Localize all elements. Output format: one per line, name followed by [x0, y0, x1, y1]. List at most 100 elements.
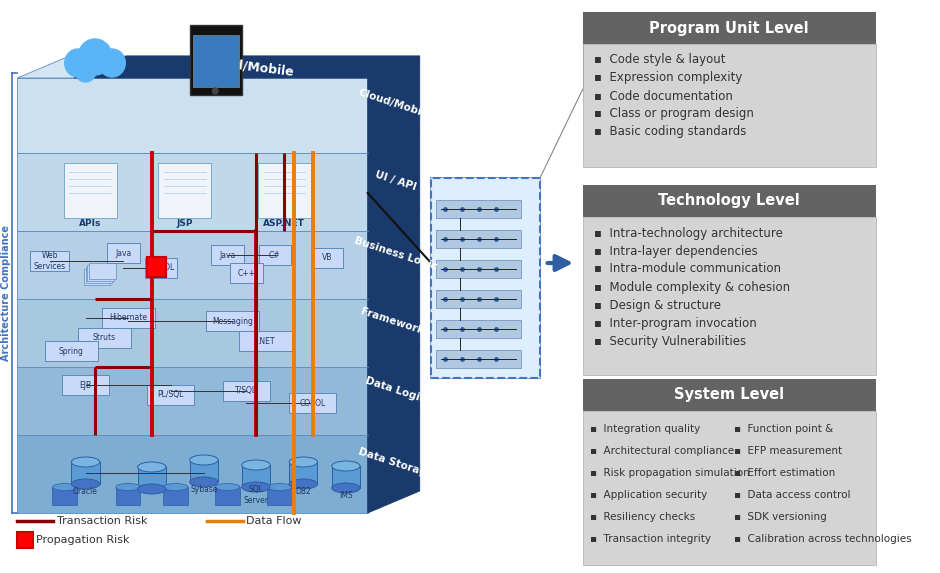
Polygon shape [18, 131, 420, 153]
FancyBboxPatch shape [239, 331, 292, 351]
FancyBboxPatch shape [258, 245, 291, 265]
Text: ▪  Application security: ▪ Application security [590, 490, 708, 500]
Text: JSP: JSP [177, 218, 194, 227]
Text: Data Flow: Data Flow [246, 516, 302, 526]
Text: ▪  Code style & layout: ▪ Code style & layout [594, 53, 726, 66]
Text: UI / API: UI / API [374, 170, 417, 193]
Polygon shape [18, 299, 368, 367]
Polygon shape [18, 56, 420, 78]
Text: Messaging: Messaging [212, 316, 253, 325]
Circle shape [99, 49, 125, 77]
FancyBboxPatch shape [290, 462, 318, 484]
Polygon shape [368, 131, 420, 231]
FancyBboxPatch shape [30, 251, 70, 271]
Text: ASP.NET: ASP.NET [263, 218, 306, 227]
Ellipse shape [267, 484, 292, 490]
FancyBboxPatch shape [102, 308, 155, 328]
Text: EJB: EJB [80, 380, 91, 390]
Ellipse shape [215, 484, 240, 490]
Polygon shape [18, 209, 420, 231]
FancyBboxPatch shape [436, 290, 521, 308]
Polygon shape [18, 78, 368, 153]
Text: ▪  Module complexity & cohesion: ▪ Module complexity & cohesion [594, 281, 790, 293]
FancyBboxPatch shape [78, 328, 131, 348]
FancyBboxPatch shape [436, 200, 521, 218]
FancyBboxPatch shape [436, 230, 521, 248]
FancyBboxPatch shape [53, 487, 77, 505]
Text: .NET: .NET [257, 336, 274, 346]
Text: ▪  Expression complexity: ▪ Expression complexity [594, 72, 743, 84]
FancyBboxPatch shape [215, 487, 240, 505]
Text: C#: C# [269, 250, 281, 260]
FancyBboxPatch shape [190, 460, 218, 482]
Text: ▪  Class or program design: ▪ Class or program design [594, 108, 754, 120]
FancyBboxPatch shape [436, 350, 521, 368]
Text: ▪  Intra-module communication: ▪ Intra-module communication [594, 262, 781, 276]
Polygon shape [368, 345, 420, 435]
Text: ▪  Inter-program invocation: ▪ Inter-program invocation [594, 316, 757, 329]
Text: COBOL: COBOL [300, 398, 326, 407]
Text: ▪  Data access control: ▪ Data access control [734, 490, 851, 500]
Ellipse shape [332, 461, 360, 471]
Polygon shape [18, 277, 420, 299]
FancyBboxPatch shape [84, 269, 110, 285]
Polygon shape [18, 413, 420, 435]
FancyBboxPatch shape [87, 265, 114, 281]
Text: VB: VB [321, 253, 332, 262]
Text: Java: Java [116, 249, 132, 257]
Circle shape [78, 39, 112, 75]
FancyBboxPatch shape [145, 258, 178, 278]
Polygon shape [74, 56, 420, 78]
FancyBboxPatch shape [164, 487, 188, 505]
Text: ▪  Transaction integrity: ▪ Transaction integrity [590, 534, 712, 544]
FancyBboxPatch shape [86, 267, 112, 283]
Polygon shape [18, 231, 368, 299]
Text: Cloud/Mobile: Cloud/Mobile [204, 55, 295, 79]
FancyBboxPatch shape [190, 25, 242, 95]
FancyBboxPatch shape [583, 379, 876, 411]
FancyBboxPatch shape [107, 243, 139, 263]
Polygon shape [368, 277, 420, 367]
Text: Architecture Compliance: Architecture Compliance [1, 225, 11, 361]
Text: ▪  SDK versioning: ▪ SDK versioning [734, 512, 827, 522]
Text: Java: Java [219, 250, 236, 260]
Text: ▪  Resiliency checks: ▪ Resiliency checks [590, 512, 696, 522]
Text: ▪  Security Vulnerabilities: ▪ Security Vulnerabilities [594, 335, 746, 347]
Text: Data Storage: Data Storage [357, 446, 434, 480]
Text: Web
Services: Web Services [34, 252, 66, 270]
Ellipse shape [53, 484, 77, 490]
FancyBboxPatch shape [583, 411, 876, 565]
Text: Business Logic: Business Logic [352, 236, 438, 272]
Text: C++: C++ [238, 269, 256, 277]
Text: ▪  Code documentation: ▪ Code documentation [594, 89, 733, 103]
Ellipse shape [71, 457, 100, 467]
Ellipse shape [137, 462, 166, 472]
FancyBboxPatch shape [223, 381, 270, 401]
Ellipse shape [116, 484, 140, 490]
FancyBboxPatch shape [62, 375, 109, 395]
Text: COBOL: COBOL [149, 264, 175, 273]
FancyBboxPatch shape [436, 320, 521, 338]
Text: APIs: APIs [79, 218, 102, 227]
FancyBboxPatch shape [206, 311, 259, 331]
Ellipse shape [290, 479, 318, 489]
Text: DB2: DB2 [295, 488, 311, 496]
Polygon shape [368, 209, 420, 299]
FancyBboxPatch shape [332, 466, 360, 488]
FancyBboxPatch shape [116, 487, 140, 505]
Text: Spring: Spring [59, 347, 84, 355]
Text: Frameworks: Frameworks [360, 306, 431, 338]
Circle shape [212, 88, 218, 94]
Circle shape [65, 49, 91, 77]
Polygon shape [368, 56, 420, 153]
FancyBboxPatch shape [267, 487, 292, 505]
Text: ▪  EFP measurement: ▪ EFP measurement [734, 446, 842, 456]
Text: Data Logic: Data Logic [364, 375, 427, 405]
FancyBboxPatch shape [431, 178, 540, 378]
Text: ▪  Effort estimation: ▪ Effort estimation [734, 468, 836, 478]
FancyBboxPatch shape [431, 178, 540, 378]
FancyBboxPatch shape [583, 12, 876, 44]
Text: T/SQL: T/SQL [235, 387, 258, 395]
Polygon shape [18, 367, 368, 435]
FancyBboxPatch shape [311, 248, 343, 268]
